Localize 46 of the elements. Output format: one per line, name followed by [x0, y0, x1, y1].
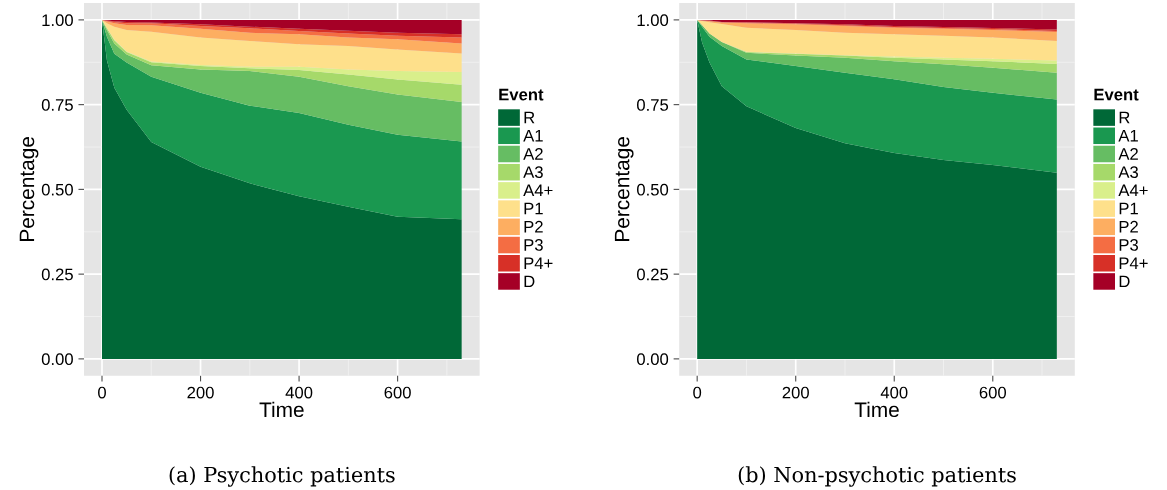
legend-label: P4+	[524, 257, 553, 269]
y-tick-label: 0.50	[636, 183, 669, 196]
legend-label: A3	[523, 166, 543, 179]
legend-label: P2	[524, 220, 543, 233]
y-tick-label: 1.00	[42, 14, 73, 27]
text: (b) Non-psychotic patients	[738, 466, 1016, 487]
y-tick-label: 0.50	[41, 183, 73, 196]
legend-label: P1	[1119, 202, 1138, 215]
legend-label: D	[1119, 275, 1130, 288]
x-tick-label: 0	[98, 386, 106, 399]
y-tick-label: 0.25	[636, 268, 669, 281]
legend-label: A2	[523, 148, 543, 160]
text: (a) Psychotic patients	[169, 466, 395, 487]
legend-label: R	[1119, 111, 1130, 124]
y-tick-label: 1.00	[637, 14, 669, 27]
x-tick-label: 400	[285, 386, 313, 399]
legend-label: A4+	[1118, 184, 1148, 197]
y-tick-label: 0.75	[41, 99, 73, 111]
x-tick-label: 0	[693, 386, 702, 399]
legend-title: Event	[1094, 88, 1139, 101]
y-tick-label: 0.25	[41, 268, 73, 281]
x-tick-label: 600	[979, 386, 1007, 399]
x-tick-label: 200	[187, 386, 214, 399]
x-axis-title: Time	[854, 401, 899, 418]
legend-label: A3	[1118, 166, 1138, 179]
legend-label: A2	[1118, 148, 1138, 160]
legend-title: Event	[499, 88, 544, 101]
y-tick-label: 0.00	[636, 353, 669, 366]
x-tick-label: 200	[782, 386, 809, 399]
legend-label: A1	[523, 129, 543, 142]
legend-label: A1	[1118, 129, 1138, 142]
legend-label: P1	[524, 202, 543, 215]
legend-label: R	[524, 111, 535, 124]
legend-label: P2	[1119, 220, 1138, 233]
x-axis-title: Time	[259, 401, 304, 418]
x-tick-label: 600	[384, 386, 411, 399]
y-axis-title: Percentage	[19, 137, 39, 241]
y-axis-title: Percentage	[614, 137, 634, 241]
legend-label: P3	[524, 239, 543, 251]
legend-label: A4+	[523, 184, 553, 197]
x-tick-label: 400	[880, 386, 908, 399]
legend-label: P4+	[1119, 257, 1148, 269]
legend-label: D	[524, 275, 535, 288]
y-tick-label: 0.75	[636, 99, 669, 111]
y-tick-label: 0.00	[41, 353, 73, 366]
legend-label: P3	[1119, 239, 1138, 251]
